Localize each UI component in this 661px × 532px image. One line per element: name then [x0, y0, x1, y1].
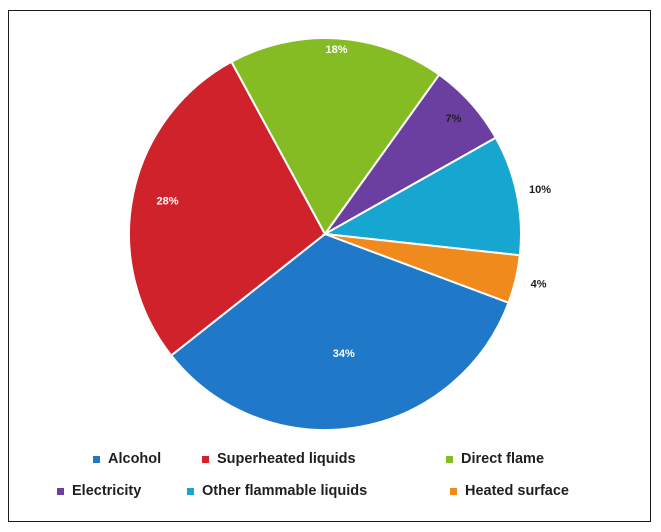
pie-slice-heated-surface — [324, 233, 521, 304]
legend-label-other-flammable-liquids: Other flammable liquids — [202, 483, 368, 499]
legend-item-direct-flame: Direct flame — [446, 451, 544, 467]
pie-slice-alcohol — [169, 232, 510, 431]
pie-label-other-flammable-liquids: 10% — [529, 184, 551, 196]
legend-label-superheated-liquids: Superheated liquids — [217, 451, 356, 467]
legend-item-superheated-liquids: Superheated liquids — [202, 451, 356, 467]
pie-label-heated-surface: 4% — [531, 279, 547, 291]
pie-slice-other-flammable-liquids — [321, 136, 522, 257]
legend-item-electricity: Electricity — [57, 483, 141, 499]
legend-row-2: Electricity Other flammable liquids Heat… — [9, 483, 650, 505]
legend-label-alcohol: Alcohol — [108, 451, 162, 467]
legend-item-alcohol: Alcohol — [93, 451, 161, 467]
legend-item-heated-surface: Heated surface — [450, 483, 569, 499]
legend-swatch-electricity — [57, 487, 64, 495]
pie-label-direct-flame: 18% — [325, 44, 347, 56]
chart-frame: 34% 28% 18% 7% 10% 4% Alcohol Superheated liq… — [8, 10, 651, 522]
legend-label-electricity: Electricity — [72, 483, 142, 499]
legend-swatch-heated-surface — [450, 487, 457, 495]
legend-label-direct-flame: Direct flame — [461, 451, 545, 467]
legend-swatch-alcohol — [93, 455, 100, 463]
pie-label-alcohol: 34% — [333, 348, 355, 360]
pie-label-electricity: 7% — [445, 113, 461, 125]
pie-chart: 34% 28% 18% 7% 10% 4% — [128, 37, 551, 431]
legend-item-other-flammable-liquids: Other flammable liquids — [187, 483, 367, 499]
legend-swatch-direct-flame — [446, 455, 453, 463]
legend-swatch-other-flammable-liquids — [187, 487, 194, 495]
pie-slice-direct-flame — [230, 37, 441, 236]
legend-row-1: Alcohol Superheated liquids Direct flame — [9, 451, 650, 473]
legend-swatch-superheated-liquids — [202, 455, 209, 463]
pie-slice-superheated-liquids — [128, 60, 327, 357]
legend-label-heated-surface: Heated surface — [465, 483, 569, 499]
pie-label-superheated-liquids: 28% — [157, 196, 179, 208]
